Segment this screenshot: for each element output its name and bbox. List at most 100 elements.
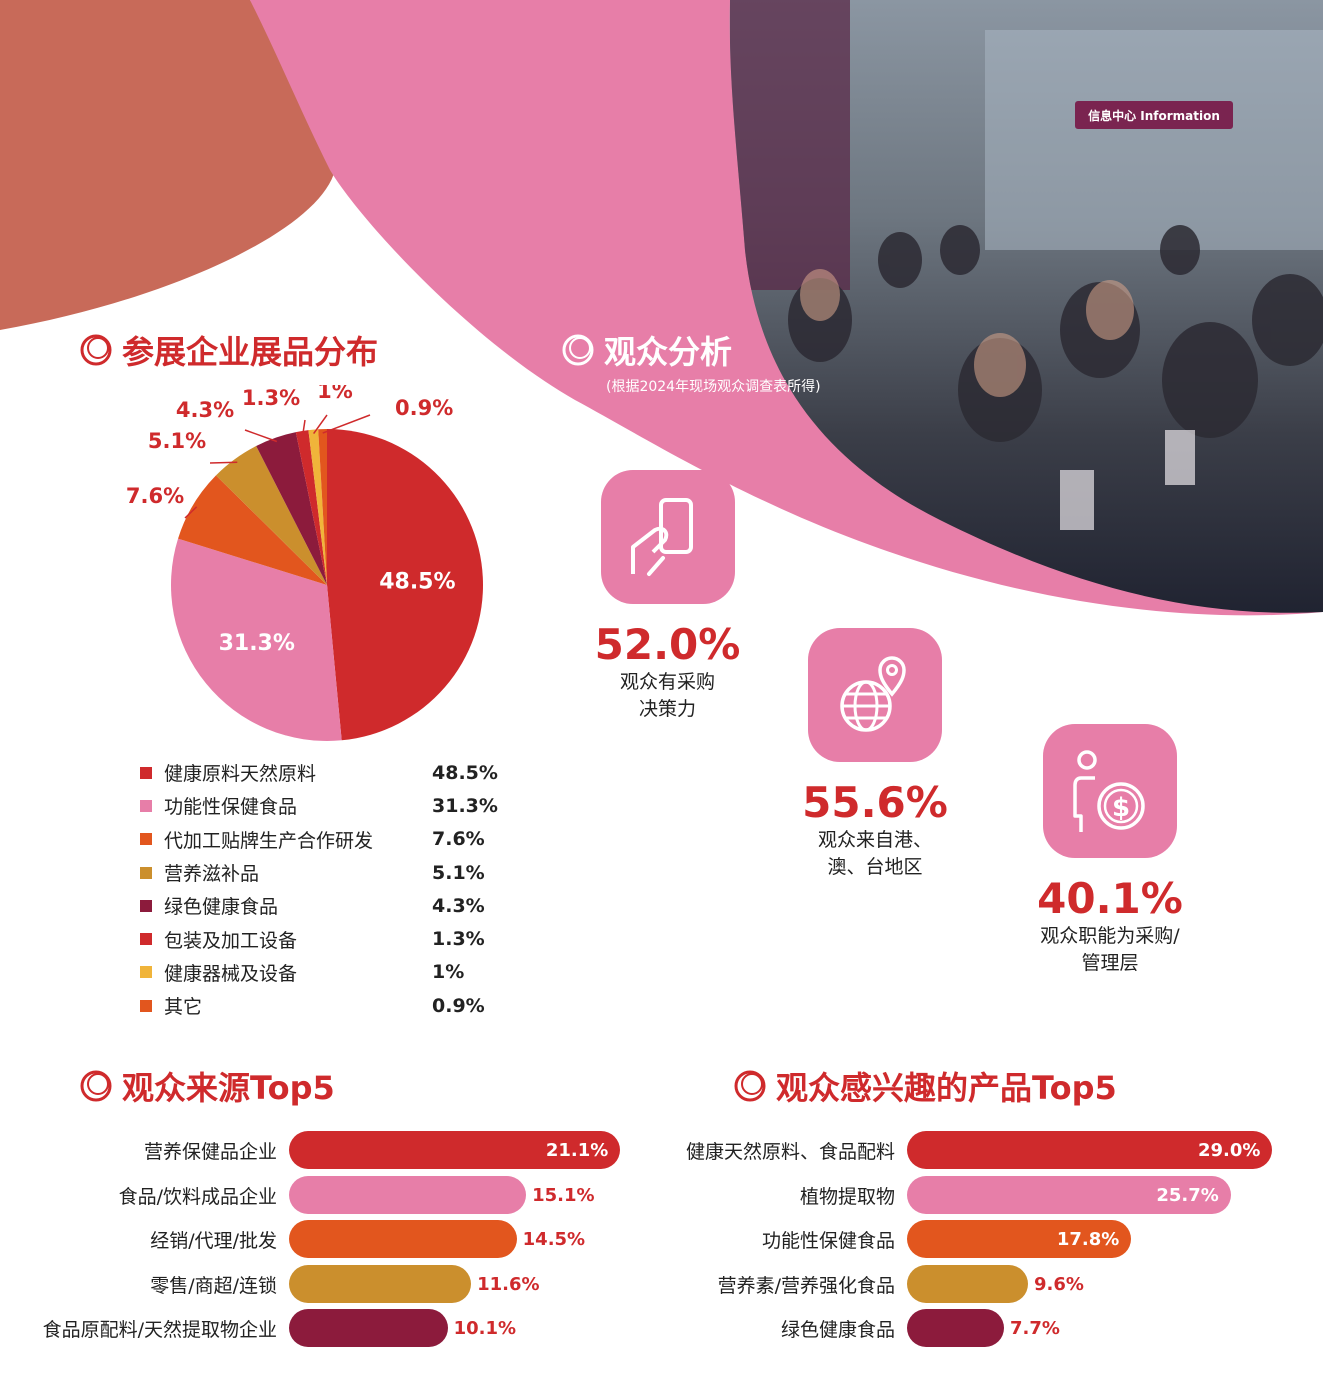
legend-item: 其它 0.9% [140,989,510,1022]
ring-logo-icon [734,1070,766,1102]
bar [289,1220,517,1258]
interests-title: 观众感兴趣的产品Top5 [776,1069,1117,1107]
globe-pin-icon [840,656,906,732]
bar-category-label: 食品/饮料成品企业 [118,1185,277,1208]
sources-title: 观众来源Top5 [122,1069,335,1107]
pie-slice-label: 1.3% [242,386,300,410]
exhibit-pie-chart: 48.5% 31.3% 7.6% 5.1% 4.3% 1.3% 1% 0.9% [126,385,484,741]
pie-slice-label: 48.5% [379,570,455,595]
pie-leader-line [322,414,371,434]
pie-slice-label: 4.3% [176,398,234,422]
stat-label-line1: 观众来自港、 [817,829,932,851]
pie-slice [295,430,327,585]
bar-category-label: 绿色健康食品 [780,1319,895,1341]
stat-label-line2: 澳、台地区 [827,856,923,878]
bar [907,1220,1132,1258]
pie-slice-label: 5.1% [148,429,206,453]
bar-row: 营养保健品企业 21.1% [0,1131,660,1169]
pie-slice-label: 31.3% [219,631,295,656]
legend-swatch [140,766,152,779]
bar-value-label: 7.7% [1010,1318,1060,1339]
terracotta-blob [0,0,335,330]
legend-value: 5.1% [432,861,485,884]
pie-slice [256,432,327,585]
bar-value-label: 9.6% [1033,1273,1084,1295]
card-hand-icon [630,498,693,576]
bar-category-label: 健康天然原料、食品配料 [685,1141,895,1163]
pie-leader-line [313,414,328,435]
bar-row: 功能性保健食品 17.8% [640,1220,1320,1258]
legend-swatch [140,833,152,846]
audience-note: (根据2024年现场观众调查表所得) [606,379,821,395]
stat-value: 55.6% [802,778,948,827]
bar-value-label: 29.0% [1197,1140,1261,1161]
bar [907,1131,1273,1169]
pie-leader-line [209,461,238,464]
legend-swatch [140,799,152,812]
legend-swatch [140,933,152,946]
legend-item: 绿色健康食品 4.3% [140,889,510,922]
sources-heading: 观众来源Top5 [78,1063,335,1109]
bar [289,1175,527,1214]
stat-icon-box [808,628,942,762]
pie-slice [178,475,327,585]
bar-value-label: 10.1% [453,1318,517,1339]
stat-job-function: $ 40.1% 观众职能为采购/ 管理层 [1005,724,1215,977]
legend-name: 营养滋补品 [164,863,260,886]
legend-swatch [140,899,152,912]
audience-heading: 观众分析 [560,327,732,373]
stat-label-line2: 管理层 [1081,952,1139,974]
bar-category-label: 功能性保健食品 [761,1230,895,1252]
legend-value: 1% [432,961,465,984]
bar-row: 零售/商超/连锁 11.6% [0,1264,660,1303]
bar-row: 健康天然原料、食品配料 29.0% [640,1131,1320,1169]
bar-value-label: 15.1% [532,1184,595,1206]
pie-slice-label: 0.9% [395,396,453,420]
pie-slice-label: 1% [317,385,353,403]
bar-row: 经销/代理/批发 14.5% [0,1220,660,1258]
legend-name: 包装及加工设备 [164,929,298,952]
legend-value: 1.3% [432,928,485,951]
bar-category-label: 零售/商超/连锁 [150,1274,277,1297]
interests-heading: 观众感兴趣的产品Top5 [732,1063,1117,1109]
legend-value: 48.5% [432,761,498,784]
stat-icon-box: $ [1043,724,1177,858]
legend-item: 营养滋补品 5.1% [140,856,510,889]
stat-purchase-decision: 52.0% 观众有采购 决策力 [560,470,775,723]
crowd-photo: 信息中心 Information [729,0,1323,613]
stat-label-line1: 观众职能为采购/ [1040,925,1180,947]
bar-row: 植物提取物 25.7% [640,1175,1320,1214]
legend-item: 代加工贴牌生产合作研发 7.6% [140,823,510,856]
stat-region: 55.6% 观众来自港、 澳、台地区 [770,628,980,881]
bar-category-label: 食品原配料/天然提取物企业 [42,1319,277,1341]
bar-value-label: 21.1% [545,1140,609,1161]
legend-value: 4.3% [432,894,485,917]
pie-slice [318,429,327,585]
bar-row: 绿色健康食品 7.7% [640,1309,1320,1347]
legend-item: 健康原料天然原料 48.5% [140,756,510,789]
pie-slice [216,446,327,585]
bar-value-label: 17.8% [1056,1229,1120,1250]
bar [289,1264,472,1303]
audience-title: 观众分析 [604,333,733,371]
exhibits-title: 参展企业展品分布 [122,333,379,371]
pie-slice [308,429,327,585]
info-sign-text: 信息中心 Information [1088,108,1220,123]
legend-swatch [140,866,152,879]
pie-legend: 健康原料天然原料 48.5% 功能性保健食品 31.3% 代加工贴牌生产合作研发 7.6%… [140,756,510,1022]
svg-text:$: $ [1112,793,1130,823]
bar [907,1264,1028,1303]
bar-row: 食品原配料/天然提取物企业 10.1% [0,1309,660,1347]
ring-logo-icon [80,1070,112,1102]
pie-slice-label: 7.6% [126,484,184,508]
bar-value-label: 14.5% [522,1229,586,1250]
pie-slice [171,538,342,741]
legend-item: 健康器械及设备 1% [140,956,510,989]
ring-logo-icon [562,334,594,366]
legend-item: 功能性保健食品 31.3% [140,789,510,822]
legend-swatch [140,966,152,979]
legend-name: 代加工贴牌生产合作研发 [164,829,374,852]
ring-logo-icon [80,334,112,366]
legend-value: 31.3% [432,794,498,817]
